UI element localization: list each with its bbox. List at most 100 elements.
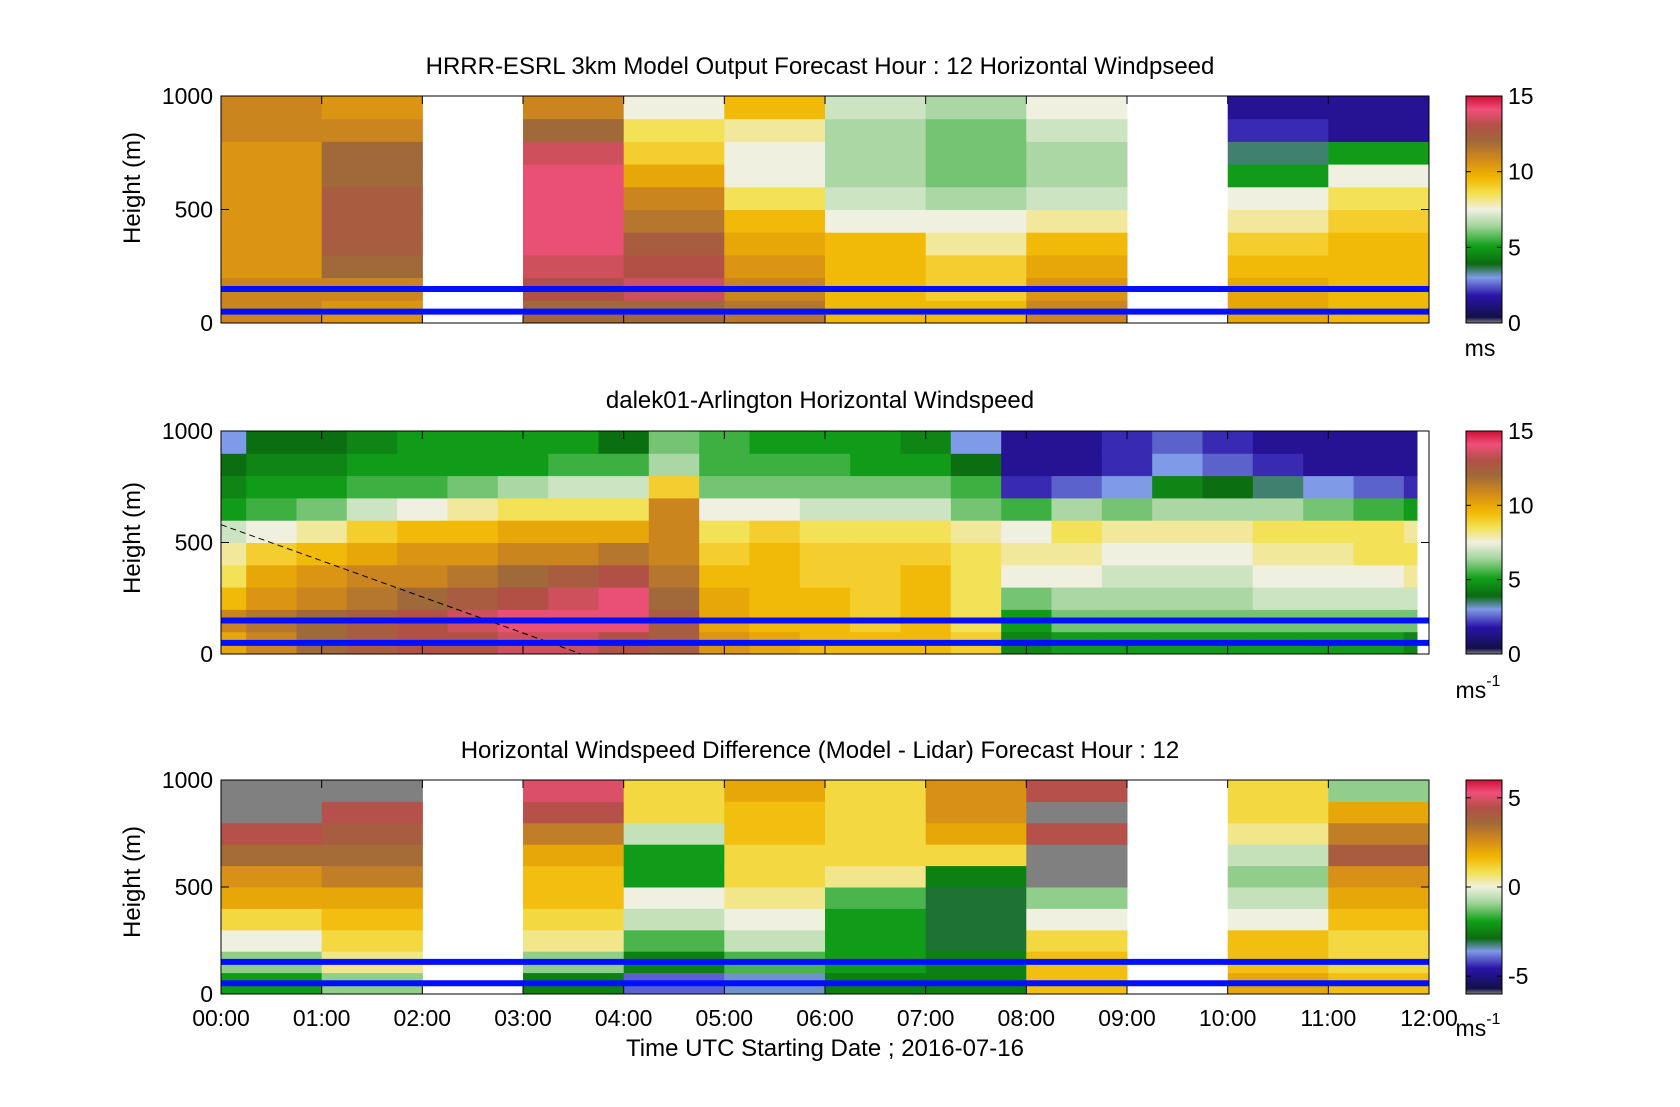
heatmap-cell — [447, 520, 499, 543]
heatmap-cell — [397, 542, 448, 566]
heatmap-cell — [548, 587, 599, 610]
heatmap-cell — [1026, 254, 1128, 279]
heatmap-cell — [1026, 865, 1128, 888]
heatmap-cell — [623, 164, 725, 188]
heatmap-cell — [1051, 542, 1103, 566]
heatmap-cell — [1328, 141, 1430, 165]
panel-lidar: dalek01-Arlington Horizontal Windspeed H… — [119, 387, 1534, 703]
heatmap-cell — [1152, 453, 1203, 477]
y-tick-label: 500 — [175, 197, 213, 223]
heatmap-cell — [724, 164, 826, 188]
panel-lidar-xticks — [220, 431, 1430, 654]
heatmap-cell — [1101, 542, 1153, 566]
heatmap-cell — [900, 564, 952, 588]
heatmap-cell — [749, 587, 801, 610]
heatmap-cell — [346, 431, 398, 454]
heatmap-cell — [1026, 186, 1128, 210]
heatmap-cell — [321, 186, 423, 210]
heatmap-cell — [950, 564, 1002, 588]
heatmap-cell — [246, 564, 297, 588]
panel-model-title: HRRR-ESRL 3km Model Output Forecast Hour… — [426, 53, 1215, 80]
heatmap-cell — [221, 520, 247, 543]
heatmap-cell — [699, 542, 750, 566]
heatmap-cell — [749, 475, 801, 499]
heatmap-cell — [1252, 431, 1304, 454]
heatmap-cell — [523, 209, 625, 233]
heatmap-cell — [221, 780, 323, 802]
heatmap-cell — [1001, 587, 1052, 610]
heatmap-cell — [1202, 564, 1254, 588]
heatmap-cell — [1353, 520, 1405, 543]
heatmap-cell — [1303, 564, 1354, 588]
heatmap-cell — [749, 520, 801, 543]
heatmap-cell — [1001, 520, 1052, 543]
heatmap-cell — [950, 453, 1002, 477]
y-tick-label: 500 — [175, 530, 213, 556]
heatmap-cell — [925, 186, 1027, 210]
heatmap-cell — [1152, 431, 1203, 454]
heatmap-cell — [724, 186, 826, 210]
heatmap-cell — [623, 887, 725, 909]
heatmap-cell — [1051, 453, 1103, 477]
heatmap-cell — [1026, 141, 1128, 165]
heatmap-cell — [397, 431, 448, 454]
heatmap-cell — [699, 520, 750, 543]
heatmap-cell — [1026, 887, 1128, 909]
heatmap-cell — [1026, 96, 1128, 120]
heatmap-cell — [221, 431, 247, 454]
heatmap-cell — [598, 587, 650, 610]
heatmap-cell — [523, 780, 625, 802]
heatmap-cell — [1303, 475, 1354, 499]
heatmap-cell — [1328, 164, 1430, 188]
heatmap-cell — [598, 520, 650, 543]
heatmap-cell — [1303, 431, 1354, 454]
heatmap-cell — [724, 96, 826, 120]
heatmap-cell — [1051, 520, 1103, 543]
y-tick-label: 0 — [200, 310, 213, 336]
heatmap-cell — [1001, 431, 1052, 454]
panel-difference-ylabel: Height (m) — [119, 826, 146, 938]
panel-difference-colorbar-unit: ms-1 — [1456, 1011, 1501, 1041]
panel-difference-colorbar-ticks: -5 0 5 — [1466, 785, 1528, 989]
heatmap-cell — [724, 822, 826, 845]
panel-difference-yticks: 0 500 1000 — [162, 767, 1429, 1007]
heatmap-cell — [1026, 908, 1128, 931]
heatmap-cell — [850, 431, 901, 454]
heatmap-cell — [497, 431, 549, 454]
heatmap-cell — [221, 822, 323, 845]
heatmap-cell — [1353, 497, 1405, 521]
heatmap-cell — [523, 186, 625, 210]
heatmap-cell — [749, 564, 801, 588]
heatmap-cell — [346, 475, 398, 499]
heatmap-cell — [523, 141, 625, 165]
heatmap-cell — [623, 141, 725, 165]
heatmap-cell — [724, 929, 826, 952]
heatmap-cell — [321, 908, 423, 931]
y-tick-label: 0 — [200, 981, 213, 1007]
heatmap-cell — [397, 520, 448, 543]
panel-difference-colorbar — [1465, 779, 1503, 995]
heatmap-cell — [1051, 564, 1103, 588]
heatmap-cell — [648, 542, 700, 566]
heatmap-cell — [799, 497, 851, 521]
heatmap-cell — [850, 475, 901, 499]
heatmap-cell — [623, 118, 725, 142]
heatmap-cell — [1227, 209, 1329, 233]
heatmap-cell — [221, 542, 247, 566]
heatmap-cell — [321, 164, 423, 188]
x-tick-label: 07:00 — [897, 1005, 955, 1031]
heatmap-cell — [623, 801, 725, 824]
heatmap-cell — [548, 453, 599, 477]
heatmap-cell — [598, 431, 650, 454]
heatmap-cell — [950, 587, 1002, 610]
heatmap-cell — [1227, 801, 1329, 824]
heatmap-cell — [1227, 141, 1329, 165]
heatmap-cell — [699, 587, 750, 610]
colorbar-tick-label: 0 — [1508, 641, 1521, 667]
heatmap-cell — [221, 929, 323, 952]
heatmap-cell — [699, 431, 750, 454]
heatmap-cell — [1001, 497, 1052, 521]
x-tick-label: 01:00 — [293, 1005, 351, 1031]
heatmap-cell — [648, 453, 700, 477]
heatmap-cell — [925, 118, 1027, 142]
